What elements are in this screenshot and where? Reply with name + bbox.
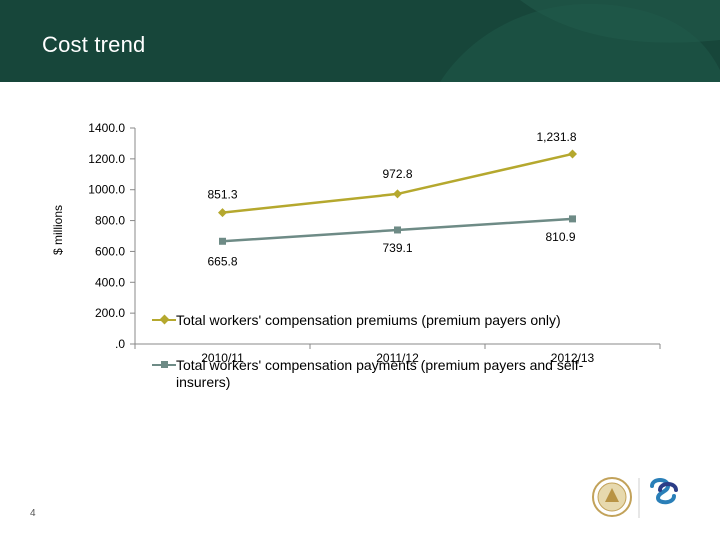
- legend-label-premiums: Total workers' compensation premiums (pr…: [176, 312, 561, 328]
- data-point-premiums: [218, 208, 227, 218]
- y-tick-label: 1200.0: [88, 152, 125, 166]
- workcover-wa-logo: [650, 478, 678, 505]
- y-tick-label: 400.0: [95, 275, 125, 289]
- data-point-payments: [219, 237, 226, 245]
- legend-label-payments: Total workers' compensation payments (pr…: [176, 357, 584, 390]
- y-tick-label: 1000.0: [88, 183, 125, 197]
- legend-marker-payments: [161, 361, 168, 368]
- y-tick-label: .0: [115, 337, 125, 351]
- data-point-payments: [394, 226, 401, 234]
- data-label: 972.8: [382, 167, 412, 181]
- data-label: 851.3: [207, 188, 237, 202]
- data-label: 1,231.8: [536, 130, 576, 144]
- data-label: 810.9: [545, 230, 575, 244]
- y-tick-label: 800.0: [95, 214, 125, 228]
- data-label: 665.8: [207, 254, 237, 268]
- y-tick-label: 200.0: [95, 306, 125, 320]
- series-line-premiums: [222, 152, 573, 214]
- x-tick-label: 2012/13: [551, 351, 595, 365]
- header-swirl-decoration: [440, 0, 720, 82]
- legend-item-premiums: Total workers' compensation premiums (pr…: [152, 312, 632, 329]
- data-point-premiums: [568, 149, 577, 159]
- x-tick-label: 2010/11: [201, 351, 244, 365]
- crest-logo: [592, 477, 632, 517]
- y-axis-title: $ millions: [51, 205, 65, 255]
- legend-item-payments: Total workers' compensation payments (pr…: [152, 357, 632, 391]
- data-point-premiums: [393, 189, 402, 199]
- slide-title: Cost trend: [42, 32, 146, 57]
- y-tick-label: 600.0: [95, 244, 125, 258]
- title-bar: Cost trend: [0, 0, 720, 82]
- y-tick-label: 1400.0: [88, 121, 125, 135]
- data-label: 739.1: [382, 241, 412, 255]
- data-point-payments: [569, 215, 576, 223]
- cost-trend-line-chart: .0 200.0 400.0 600.0 800.0 1000.0 1200.0 1400.0…: [51, 121, 661, 365]
- footer-logos: [592, 477, 678, 518]
- page-number: 4: [30, 508, 36, 519]
- x-tick-label: 2011/12: [376, 351, 419, 365]
